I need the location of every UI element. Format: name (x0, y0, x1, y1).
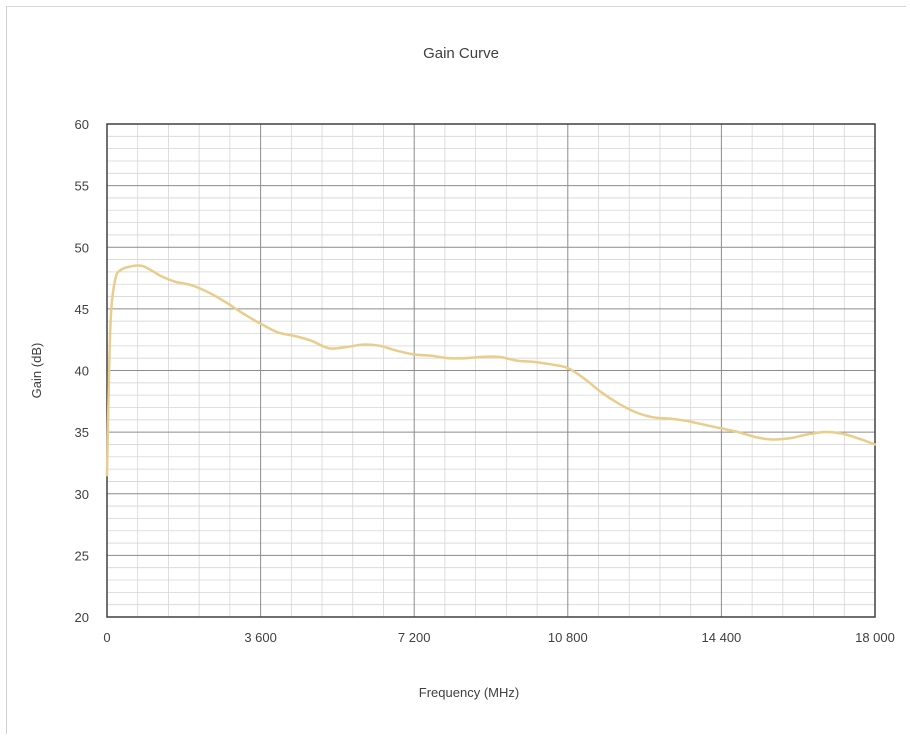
x-tick-label: 0 (103, 630, 110, 645)
y-axis-tick-labels: 20 25 30 35 40 45 50 55 60 (75, 117, 89, 625)
y-tick-label: 45 (75, 302, 89, 317)
x-axis-title: Frequency (MHz) (419, 685, 519, 700)
chart-title: Gain Curve (423, 45, 499, 62)
x-tick-label: 14 400 (702, 630, 742, 645)
plot-area-border (106, 123, 876, 618)
gain-series-line (105, 264, 877, 477)
y-tick-label: 30 (75, 487, 89, 502)
y-tick-label: 40 (75, 364, 89, 379)
y-tick-label: 55 (75, 179, 89, 194)
y-tick-label: 25 (75, 548, 89, 563)
y-tick-label: 60 (75, 117, 89, 132)
y-tick-label: 50 (75, 240, 89, 255)
y-axis-title: Gain (dB) (29, 343, 44, 399)
chart-frame (6, 6, 906, 734)
x-tick-label: 3 600 (244, 630, 277, 645)
y-tick-label: 35 (75, 425, 89, 440)
minor-grid (107, 124, 875, 617)
x-tick-label: 10 800 (548, 630, 588, 645)
x-tick-label: 7 200 (398, 630, 431, 645)
x-tick-label: 18 000 (855, 630, 895, 645)
x-axis-tick-labels: 0 3 600 7 200 10 800 14 400 18 000 (103, 630, 895, 645)
y-tick-label: 20 (75, 610, 89, 625)
